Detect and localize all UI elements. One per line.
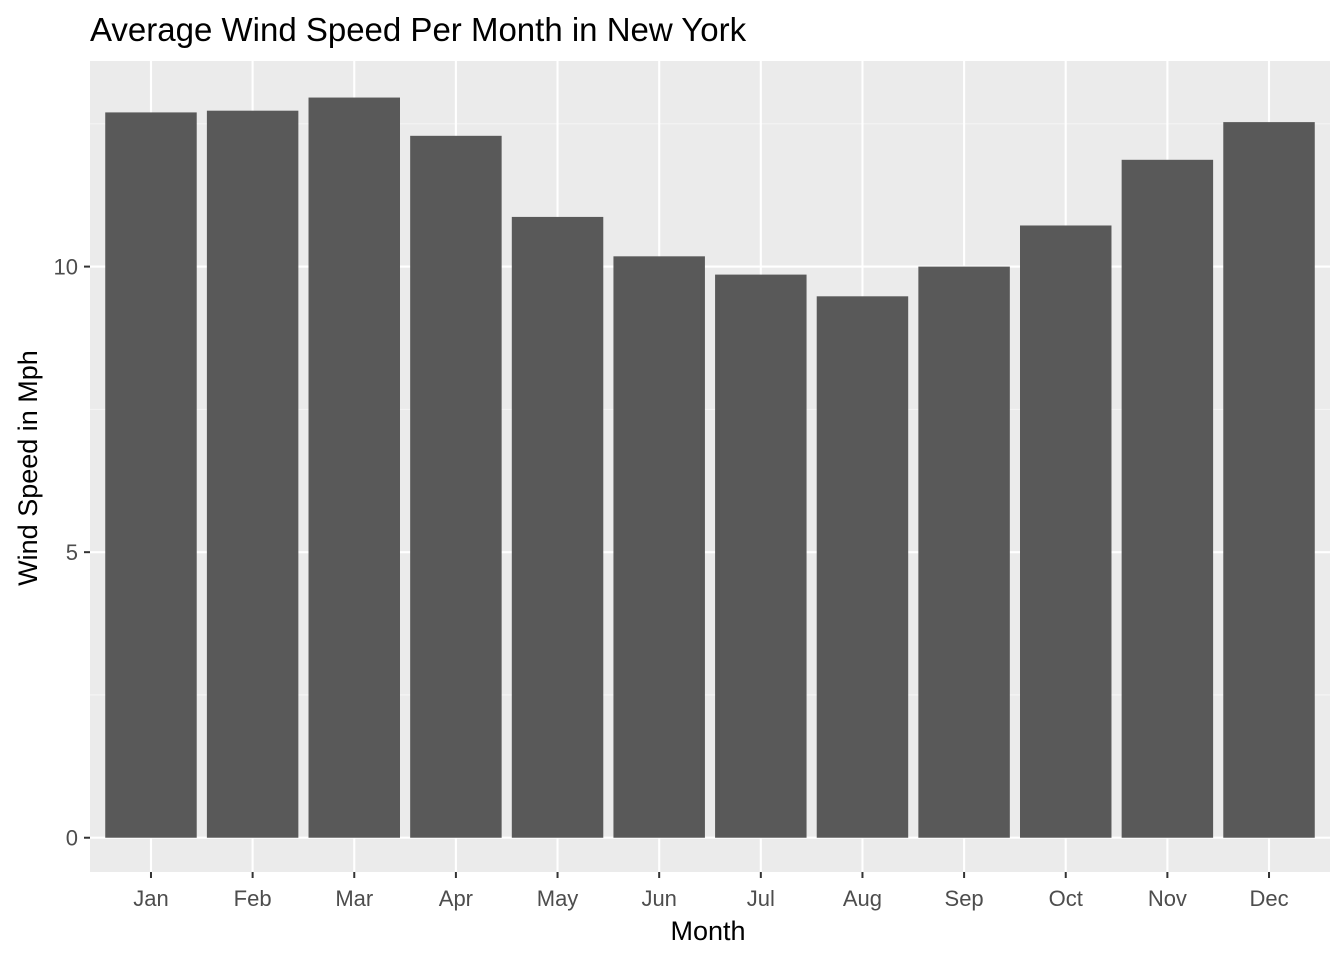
x-tick-label: Oct (1049, 886, 1083, 911)
bar-sep (918, 266, 1010, 838)
x-axis: Jan Feb Mar Apr May Jun Jul Aug Sep Oct Nov Dec (133, 872, 1289, 911)
bar-mar (308, 97, 400, 838)
x-tick-label: Mar (335, 886, 373, 911)
x-tick-label: Nov (1148, 886, 1187, 911)
y-axis: 0 5 10 (54, 255, 90, 851)
y-tick-label: 10 (54, 255, 78, 280)
x-tick-label: Sep (945, 886, 984, 911)
bar-jul (715, 274, 807, 838)
chart-title: Average Wind Speed Per Month in New York (90, 11, 747, 48)
bar-oct (1020, 225, 1112, 838)
bar-may (511, 216, 604, 838)
bar-nov (1121, 159, 1214, 838)
x-tick-label: Dec (1249, 886, 1288, 911)
x-tick-label: Apr (439, 886, 473, 911)
y-axis-title: Wind Speed in Mph (13, 350, 43, 586)
bar-jan (105, 112, 197, 838)
bar-feb (206, 110, 299, 838)
x-tick-label: Jul (747, 886, 775, 911)
bar-aug (816, 296, 909, 838)
y-tick-label: 5 (66, 540, 78, 565)
x-tick-label: Feb (234, 886, 272, 911)
bar-dec (1223, 122, 1315, 838)
x-tick-label: May (537, 886, 579, 911)
y-tick-label: 0 (66, 826, 78, 851)
bar-series (105, 97, 1315, 838)
bar-jun (613, 256, 705, 838)
x-axis-title: Month (670, 916, 745, 946)
x-tick-label: Aug (843, 886, 882, 911)
bar-apr (410, 135, 502, 838)
x-tick-label: Jun (641, 886, 676, 911)
x-tick-label: Jan (133, 886, 168, 911)
